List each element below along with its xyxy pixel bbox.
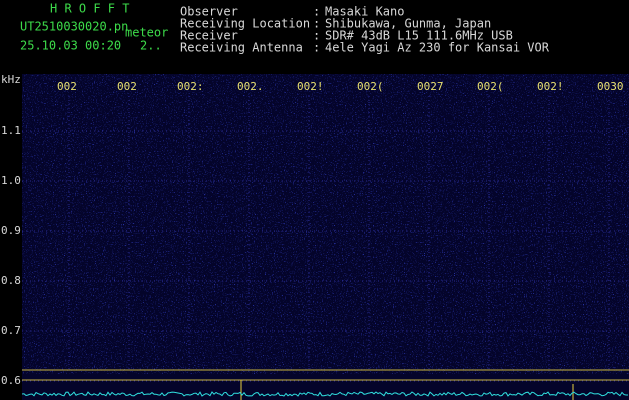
time-label: 002 [57, 80, 77, 93]
field-value: Shibukawa, Gunma, Japan [325, 17, 491, 31]
y-unit: kHz [1, 73, 21, 86]
extra: 2.. [140, 39, 162, 53]
time-label: 002( [477, 80, 504, 93]
field-label: Receiving Location [180, 17, 310, 31]
grid [22, 96, 629, 382]
field-value: Masaki Kano [325, 5, 404, 19]
field-label: Receiver [180, 29, 238, 43]
field-sep: : [313, 17, 320, 31]
y-label: 0.6 [1, 374, 21, 387]
datetime: 25.10.03 00:20 [20, 39, 121, 53]
file-name: UT2510030020.pn [20, 20, 128, 34]
field-value: SDR# 43dB L15 111.6MHz USB [325, 29, 513, 43]
time-label: 002! [297, 80, 324, 93]
time-label: 002( [357, 80, 384, 93]
time-label: 002! [537, 80, 564, 93]
y-label: 0.7 [1, 324, 21, 337]
signal-trace [21, 391, 628, 397]
field-sep: : [313, 29, 320, 43]
y-label: 0.8 [1, 274, 21, 287]
spectrogram-noise [22, 74, 629, 374]
field-label: Observer [180, 5, 238, 19]
field-label: Receiving Antenna [180, 41, 303, 55]
time-label: 002. [237, 80, 264, 93]
time-label: 0030 [597, 80, 624, 93]
app-title: H R O F F T [50, 2, 129, 16]
field-sep: : [313, 5, 320, 19]
time-label: 002: [177, 80, 204, 93]
time-label: 0027 [417, 80, 444, 93]
y-label: 1.1 [1, 124, 21, 137]
y-label: 1.0 [1, 174, 21, 187]
field-sep: : [313, 41, 320, 55]
mode: meteor [125, 26, 168, 40]
time-label: 002 [117, 80, 137, 93]
field-value: 4ele Yagi Az 230 for Kansai VOR [325, 41, 550, 55]
y-label: 0.9 [1, 224, 21, 237]
